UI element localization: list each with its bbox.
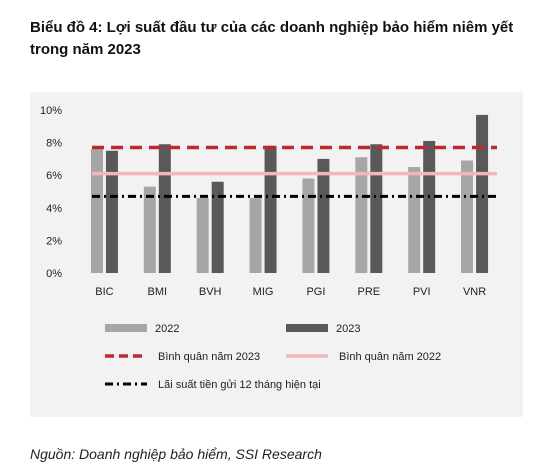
bar-chart: 0% 2% 4% 6% 8% 10% BIC BMI BVH MIG PGI PRE PVI VNR 202… [40, 105, 497, 391]
bar-2022-mig [249, 198, 262, 273]
x-tick-label: BIC [95, 286, 113, 298]
x-tick-label: VNR [463, 286, 486, 298]
bar-2022-pvi [408, 167, 421, 273]
bar-2023-bmi [158, 144, 171, 273]
legend-label: 2023 [336, 323, 360, 335]
legend-label: Lãi suất tiền gửi 12 tháng hiện tại [158, 379, 321, 391]
x-tick-label: BMI [148, 286, 168, 298]
chart-panel: 0% 2% 4% 6% 8% 10% BIC BMI BVH MIG PGI PRE PVI VNR 202… [30, 92, 523, 417]
x-tick-label: PRE [358, 286, 381, 298]
x-tick-label: MIG [253, 286, 274, 298]
y-tick-label: 6% [46, 170, 62, 182]
bar-2022-bic [90, 149, 103, 273]
x-tick-label: PVI [413, 286, 431, 298]
bar-2023-mig [264, 145, 277, 273]
y-tick-label: 0% [46, 268, 62, 280]
bar-2023-vnr [476, 114, 489, 273]
chart-title: Biểu đồ 4: Lợi suất đầu tư của các doanh… [30, 19, 514, 58]
source-note: Nguồn: Doanh nghiệp bảo hiểm, SSI Resear… [30, 446, 322, 462]
legend-swatch-2023 [286, 324, 328, 332]
bar-2023-pre [370, 144, 383, 273]
legend-label: 2022 [155, 323, 179, 335]
bar-2023-bvh [211, 181, 224, 273]
bar-2022-bvh [196, 198, 209, 273]
y-tick-label: 4% [46, 203, 62, 215]
bar-2023-bic [105, 150, 118, 273]
y-tick-label: 8% [46, 138, 62, 150]
x-tick-label: BVH [199, 286, 222, 298]
bar-2022-vnr [461, 160, 474, 273]
legend-label: Bình quân năm 2022 [339, 351, 441, 363]
bar-2022-pre [355, 157, 368, 273]
legend-swatch-2022 [105, 324, 147, 332]
bar-2022-bmi [143, 186, 156, 273]
bar-2023-pvi [423, 140, 436, 273]
x-tick-label: PGI [306, 286, 325, 298]
bar-2023-pgi [317, 158, 330, 273]
bar-2022-pgi [302, 178, 315, 273]
legend-label: Bình quân năm 2023 [158, 351, 260, 363]
y-tick-label: 10% [40, 105, 62, 117]
y-tick-label: 2% [46, 235, 62, 247]
